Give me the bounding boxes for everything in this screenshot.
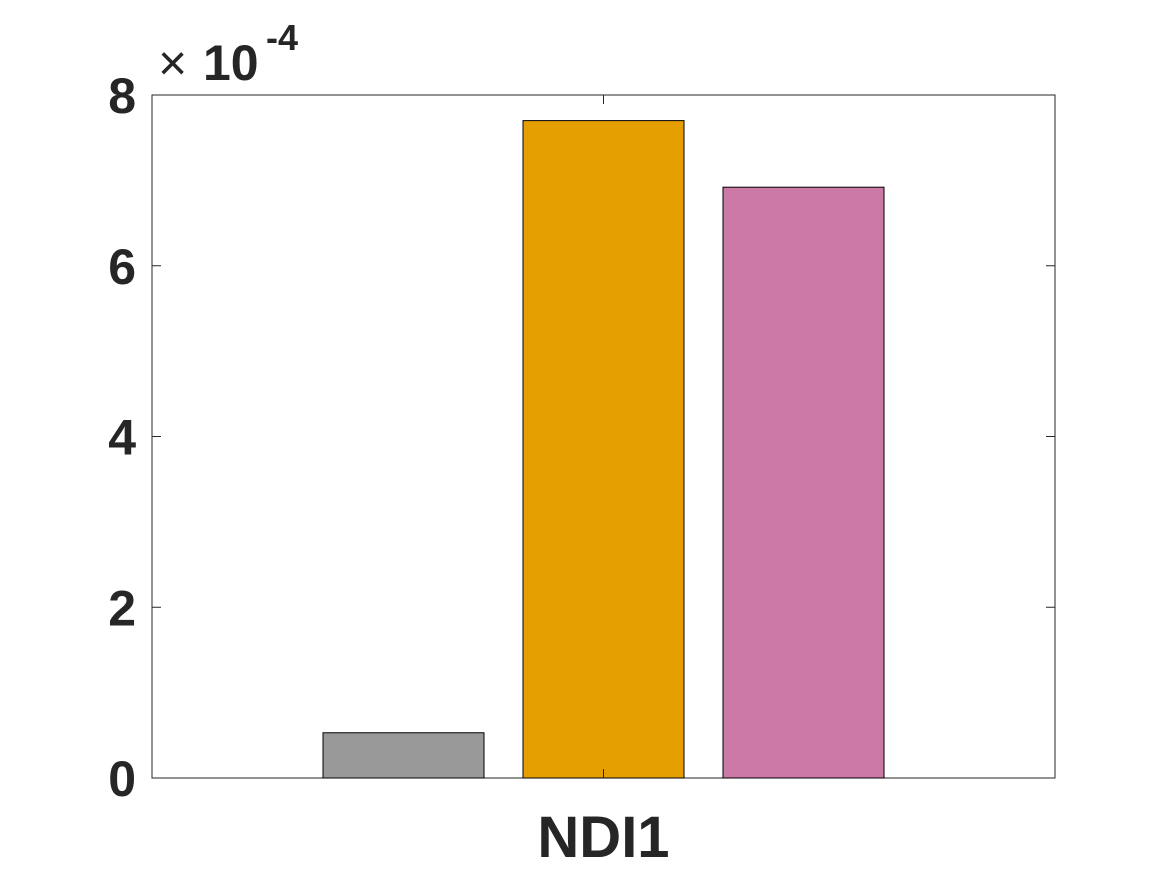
x-category-label: NDI1 bbox=[537, 805, 669, 870]
y-tick-label: 0 bbox=[108, 751, 136, 807]
y-tick-label: 4 bbox=[108, 410, 136, 466]
y-tick-label: 6 bbox=[108, 239, 136, 295]
exponent-power: -4 bbox=[266, 17, 298, 58]
ticks-group: 0 2 4 6 8 NDI1 bbox=[108, 68, 1055, 870]
y-tick-label: 2 bbox=[108, 580, 136, 636]
bar-series-2 bbox=[522, 120, 685, 779]
exponent-times: × bbox=[158, 35, 187, 91]
axis-exponent-label: × 10 -4 bbox=[158, 17, 298, 91]
bars-group bbox=[322, 120, 885, 779]
bar-series-1 bbox=[322, 732, 485, 779]
bar-series-3 bbox=[722, 186, 885, 779]
y-tick-label: 8 bbox=[108, 68, 136, 124]
exponent-base: 10 bbox=[203, 35, 259, 91]
